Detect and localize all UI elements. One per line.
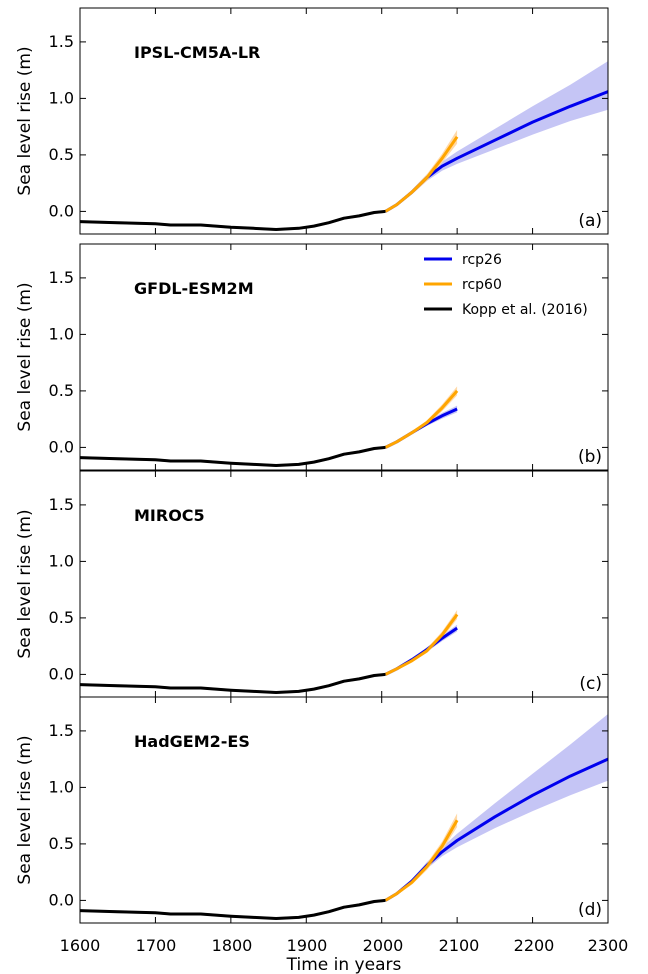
plot-area: [80, 61, 608, 231]
model-title: GFDL-ESM2M: [134, 279, 254, 298]
rcp60-band: [385, 813, 458, 901]
panels-layer: 0.0 0.5 1.0 1.5 IPSL-CM5A-LR (a) Sea level ris…: [15, 7, 609, 924]
legend-label-kopp: Kopp et al. (2016): [462, 302, 588, 318]
kopp-line: [80, 445, 386, 467]
panel-b: 0.0 0.5 1.0 1.5 GFDL-ESM2M (b) Sea level rise …: [15, 243, 609, 471]
legend-label-rcp60: rcp60: [462, 277, 502, 293]
y-axis-title: Sea level rise (m): [15, 46, 35, 195]
y-tick-label: 0.5: [49, 381, 74, 400]
y-tick-label: 1.0: [49, 551, 74, 570]
x-tick-label: 2000: [363, 936, 404, 955]
rcp60-line: [384, 135, 459, 213]
plot-area: [80, 610, 459, 694]
rcp60-line: [384, 613, 459, 676]
y-tick-label: 1.0: [49, 777, 74, 796]
x-tick-labels: 1600 1700 1800 1900 2000 2100 2200 2300: [60, 936, 629, 955]
panel-tag: (c): [579, 674, 602, 694]
x-tick-label: 1700: [136, 936, 177, 955]
y-tick-label: 1.0: [49, 88, 74, 107]
x-tick-label: 2200: [514, 936, 555, 955]
x-tick-label: 1900: [287, 936, 328, 955]
rcp60-band: [385, 610, 458, 675]
kopp-line: [80, 672, 386, 694]
plot-frame: [79, 243, 609, 471]
y-tick-label: 0.0: [49, 664, 74, 683]
rcp60-band: [385, 130, 458, 212]
x-axis-title: Time in years: [286, 955, 402, 974]
legend: rcp26 rcp60 Kopp et al. (2016): [424, 252, 588, 318]
y-axis-title: Sea level rise (m): [15, 509, 35, 658]
kopp-line: [80, 898, 386, 920]
model-title: MIROC5: [134, 506, 205, 525]
y-tick-label: 1.5: [49, 495, 74, 514]
y-tick-label: 1.5: [49, 721, 74, 740]
y-axis-title: Sea level rise (m): [15, 282, 35, 431]
y-tick-label: 0.5: [49, 145, 74, 164]
y-axis-title: Sea level rise (m): [15, 735, 35, 884]
x-tick-label: 1800: [212, 936, 253, 955]
kopp-line: [80, 209, 386, 231]
y-tick-label: 1.5: [49, 32, 74, 51]
panel-tag: (a): [578, 211, 602, 231]
rcp26-band: [385, 61, 608, 212]
panel-tag: (b): [578, 447, 602, 467]
rcp60-line: [384, 819, 459, 902]
model-title: HadGEM2-ES: [134, 732, 250, 751]
panel-c: 0.0 0.5 1.0 1.5 MIROC5 (c) Sea level rise (m): [15, 470, 609, 698]
model-title: IPSL-CM5A-LR: [134, 43, 260, 62]
plot-frame: [79, 696, 609, 924]
plot-frame: [79, 7, 609, 235]
legend-label-rcp26: rcp26: [462, 252, 502, 268]
y-tick-label: 0.0: [49, 437, 74, 456]
x-tick-label: 2100: [439, 936, 480, 955]
panel-tag: (d): [578, 900, 602, 920]
y-tick-label: 0.0: [49, 201, 74, 220]
rcp60-band: [385, 386, 458, 448]
plot-frame: [79, 470, 609, 698]
y-tick-label: 0.5: [49, 608, 74, 627]
y-tick-label: 0.0: [49, 890, 74, 909]
y-tick-label: 0.5: [49, 834, 74, 853]
panel-a: 0.0 0.5 1.0 1.5 IPSL-CM5A-LR (a) Sea level ris…: [15, 7, 609, 235]
panel-d: 0.0 0.5 1.0 1.5 HadGEM2-ES (d) Sea level rise …: [15, 696, 609, 924]
y-tick-label: 1.5: [49, 268, 74, 287]
plot-area: [80, 714, 608, 920]
x-tick-label: 2300: [588, 936, 629, 955]
plot-area: [80, 386, 459, 467]
x-tick-label: 1600: [60, 936, 101, 955]
y-tick-label: 1.0: [49, 324, 74, 343]
rcp60-line: [384, 389, 459, 449]
